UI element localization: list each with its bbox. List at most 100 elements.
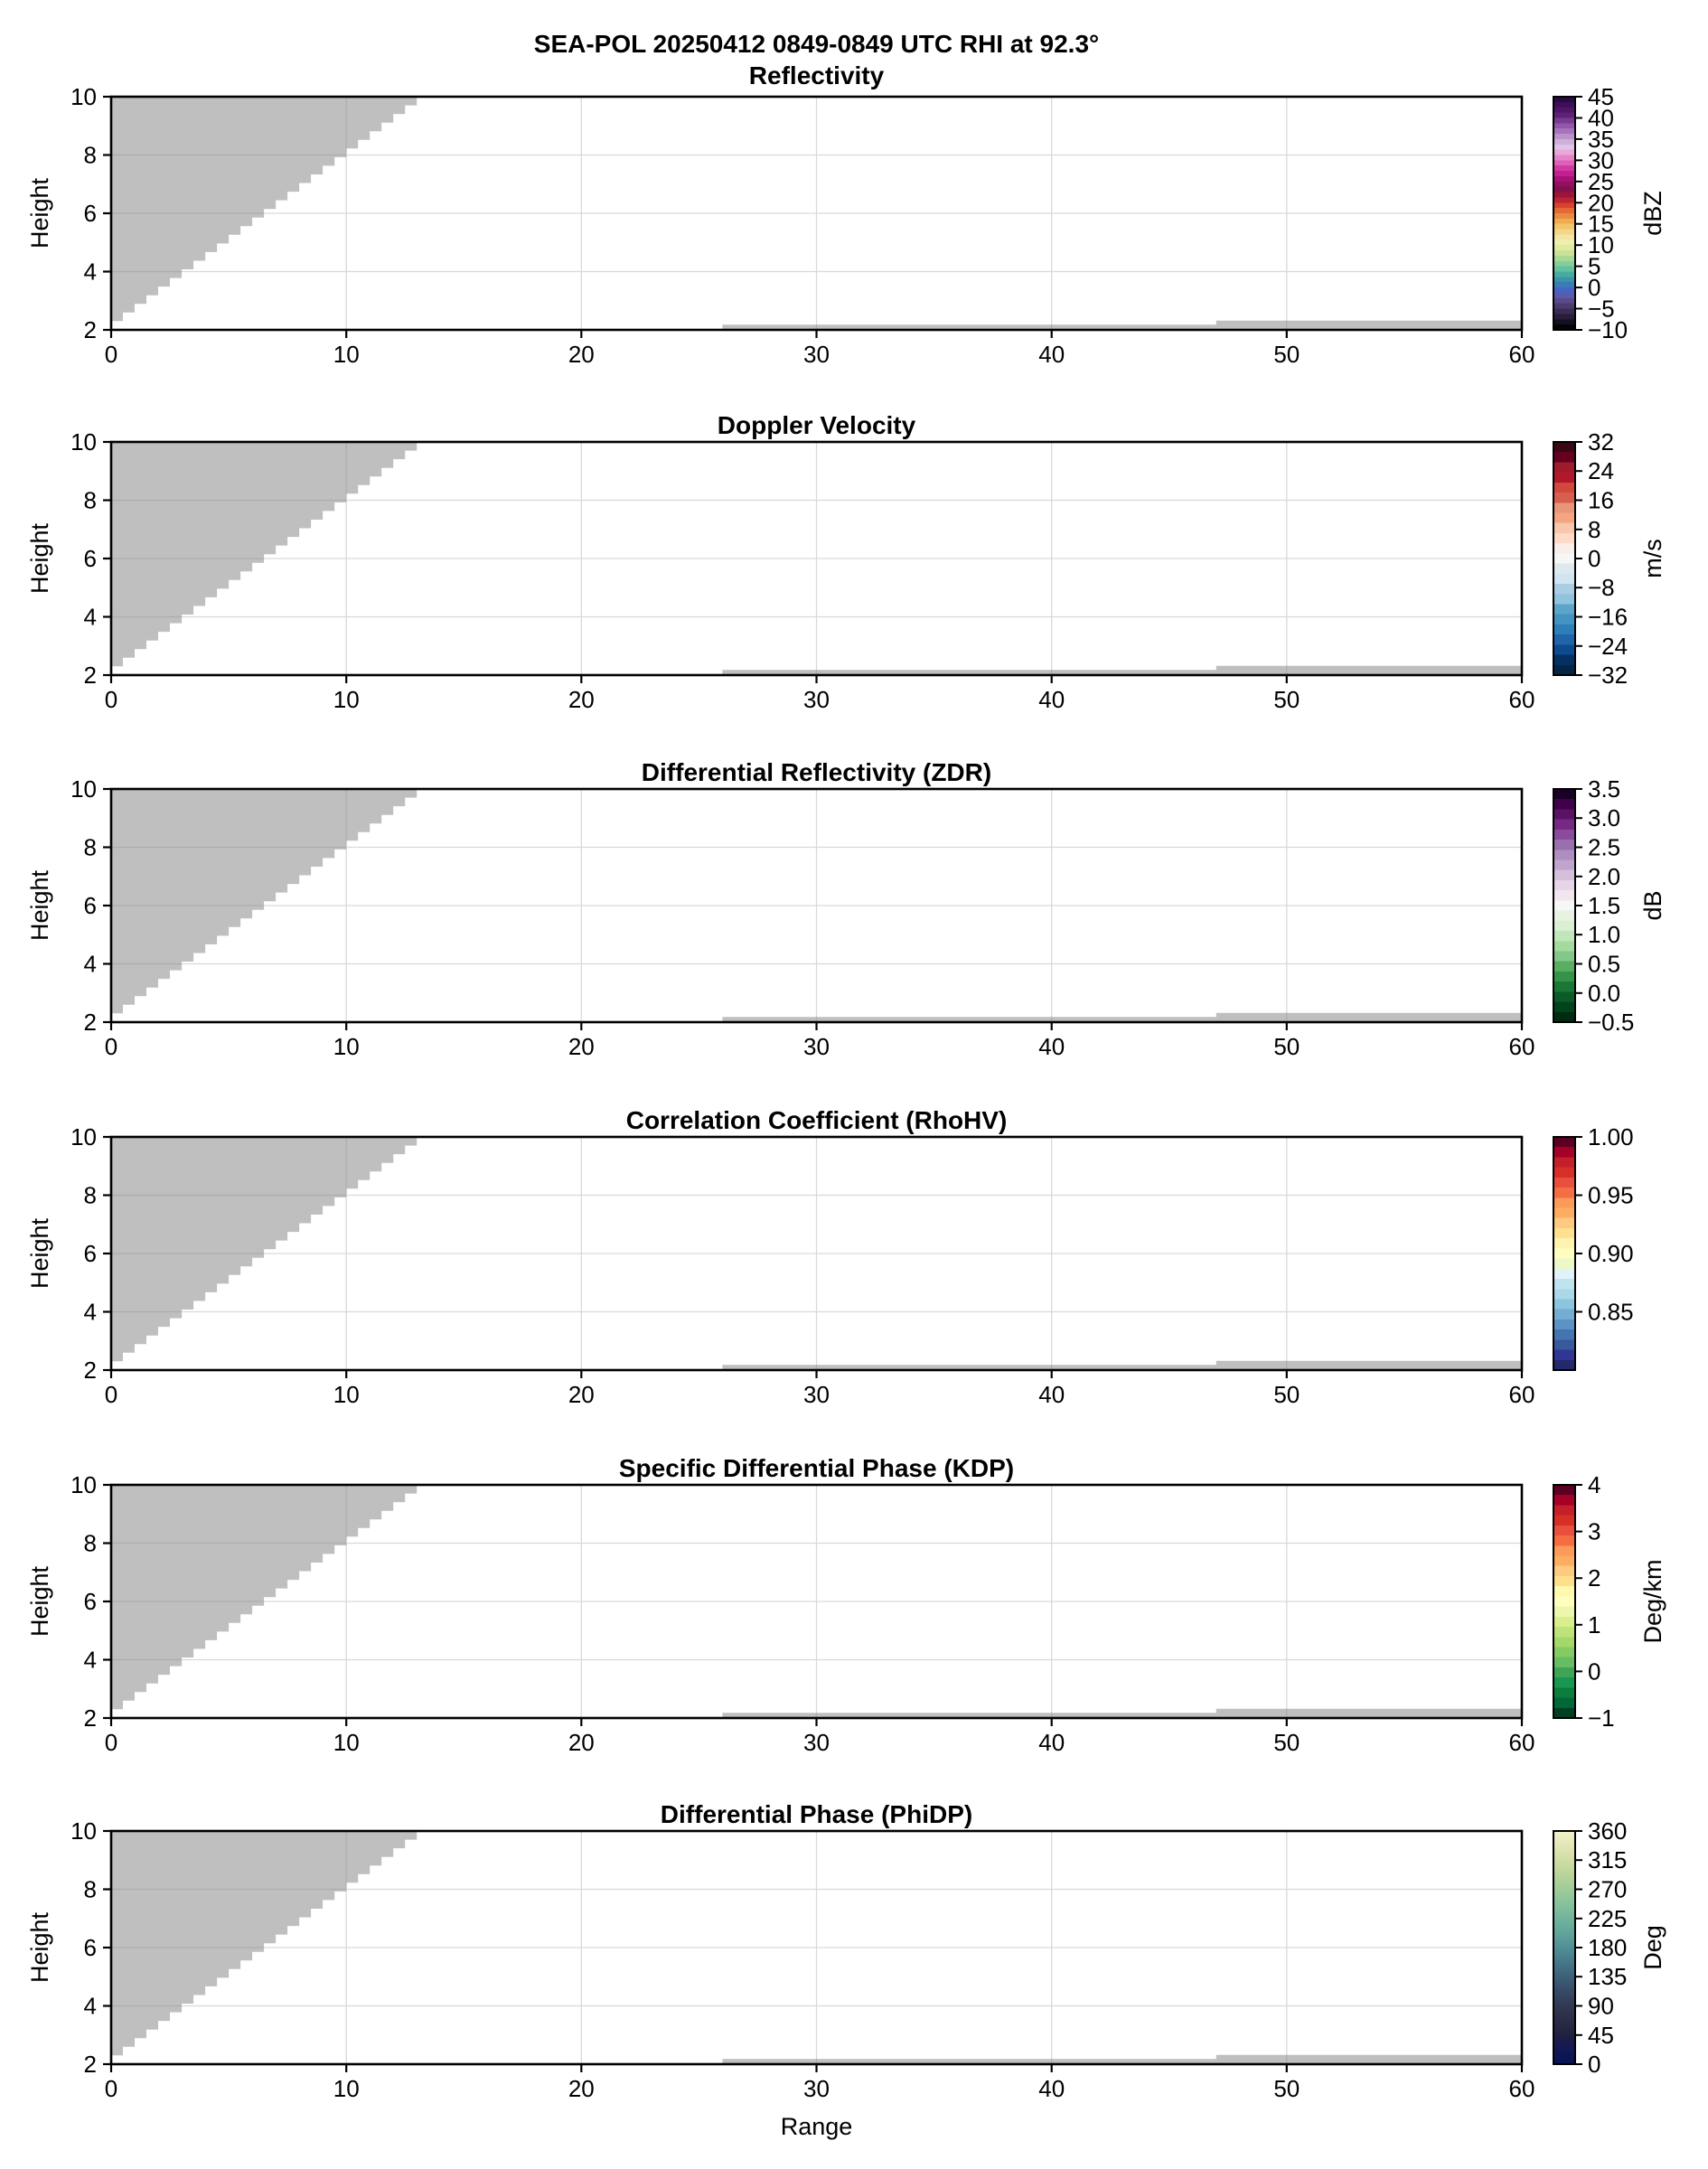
svg-text:30: 30 [803, 2075, 830, 2102]
svg-text:−0.5: −0.5 [1588, 1009, 1634, 1036]
svg-text:0.85: 0.85 [1588, 1299, 1634, 1326]
svg-text:30: 30 [803, 341, 830, 368]
svg-text:0.90: 0.90 [1588, 1240, 1634, 1267]
svg-text:Differential Reflectivity (ZDR: Differential Reflectivity (ZDR) [642, 758, 991, 786]
svg-text:30: 30 [803, 686, 830, 713]
svg-text:0: 0 [105, 1033, 117, 1060]
svg-text:16: 16 [1588, 487, 1614, 514]
svg-text:Height: Height [26, 177, 53, 249]
svg-text:50: 50 [1273, 2075, 1300, 2102]
svg-text:Doppler Velocity: Doppler Velocity [718, 411, 916, 439]
svg-text:0: 0 [105, 686, 117, 713]
svg-text:Height: Height [26, 1565, 53, 1637]
svg-text:6: 6 [84, 545, 97, 572]
svg-text:8: 8 [84, 487, 97, 514]
svg-text:2.0: 2.0 [1588, 863, 1620, 890]
svg-text:10: 10 [333, 686, 360, 713]
svg-text:50: 50 [1273, 1729, 1300, 1756]
svg-text:−32: −32 [1588, 662, 1628, 689]
svg-text:40: 40 [1038, 1381, 1065, 1408]
svg-text:4: 4 [84, 1993, 97, 2020]
svg-text:Correlation Coefficient (RhoHV: Correlation Coefficient (RhoHV) [626, 1106, 1008, 1134]
svg-text:60: 60 [1509, 1729, 1535, 1756]
svg-text:dBZ: dBZ [1639, 191, 1666, 236]
svg-text:60: 60 [1509, 1033, 1535, 1060]
svg-text:0.0: 0.0 [1588, 980, 1620, 1007]
svg-text:45: 45 [1588, 2022, 1614, 2049]
svg-text:3.5: 3.5 [1588, 775, 1620, 803]
svg-text:10: 10 [70, 775, 97, 803]
svg-text:−10: −10 [1588, 316, 1628, 343]
svg-text:0: 0 [105, 1729, 117, 1756]
svg-text:10: 10 [333, 341, 360, 368]
svg-text:0: 0 [105, 2075, 117, 2102]
svg-text:Specific Differential Phase (K: Specific Differential Phase (KDP) [619, 1454, 1014, 1482]
svg-text:10: 10 [70, 83, 97, 110]
svg-text:10: 10 [70, 1123, 97, 1150]
svg-text:60: 60 [1509, 341, 1535, 368]
svg-text:4: 4 [84, 604, 97, 631]
svg-text:20: 20 [568, 1033, 595, 1060]
svg-text:40: 40 [1038, 2075, 1065, 2102]
svg-text:Height: Height [26, 869, 53, 941]
svg-text:50: 50 [1273, 686, 1300, 713]
svg-text:0: 0 [105, 1381, 117, 1408]
svg-text:0.95: 0.95 [1588, 1182, 1634, 1209]
svg-text:10: 10 [333, 1729, 360, 1756]
svg-text:Height: Height [26, 522, 53, 594]
svg-text:2: 2 [84, 1009, 97, 1036]
svg-text:Height: Height [26, 1217, 53, 1289]
svg-text:−24: −24 [1588, 633, 1628, 660]
svg-text:20: 20 [568, 1729, 595, 1756]
svg-text:6: 6 [84, 200, 97, 227]
svg-text:20: 20 [568, 2075, 595, 2102]
svg-text:40: 40 [1038, 341, 1065, 368]
svg-text:dB: dB [1639, 890, 1666, 920]
svg-text:10: 10 [70, 1817, 97, 1845]
svg-text:−8: −8 [1588, 574, 1615, 601]
svg-text:6: 6 [84, 1588, 97, 1615]
svg-text:8: 8 [84, 1876, 97, 1903]
svg-text:Differential Phase (PhiDP): Differential Phase (PhiDP) [661, 1800, 972, 1828]
svg-text:6: 6 [84, 1934, 97, 1961]
svg-text:10: 10 [70, 1471, 97, 1498]
svg-text:0: 0 [1588, 545, 1600, 572]
svg-text:1.5: 1.5 [1588, 892, 1620, 919]
svg-text:4: 4 [1588, 1471, 1600, 1498]
svg-text:8: 8 [84, 142, 97, 169]
svg-text:32: 32 [1588, 428, 1614, 455]
svg-text:20: 20 [568, 686, 595, 713]
svg-text:6: 6 [84, 892, 97, 919]
svg-text:2.5: 2.5 [1588, 834, 1620, 861]
svg-text:20: 20 [568, 341, 595, 368]
svg-text:180: 180 [1588, 1934, 1627, 1961]
svg-text:1: 1 [1588, 1611, 1600, 1638]
svg-text:40: 40 [1038, 1033, 1065, 1060]
svg-text:40: 40 [1038, 686, 1065, 713]
svg-text:2: 2 [84, 316, 97, 343]
svg-text:Deg/km: Deg/km [1639, 1559, 1666, 1643]
svg-text:4: 4 [84, 1647, 97, 1674]
svg-text:30: 30 [803, 1729, 830, 1756]
svg-text:6: 6 [84, 1240, 97, 1267]
svg-text:315: 315 [1588, 1846, 1627, 1873]
svg-text:50: 50 [1273, 1033, 1300, 1060]
svg-text:8: 8 [84, 1182, 97, 1209]
svg-text:8: 8 [84, 834, 97, 861]
svg-text:4: 4 [84, 951, 97, 978]
svg-text:Deg: Deg [1639, 1925, 1666, 1970]
svg-text:0.5: 0.5 [1588, 951, 1620, 978]
svg-text:4: 4 [84, 1299, 97, 1326]
svg-text:135: 135 [1588, 1963, 1627, 1990]
svg-text:Height: Height [26, 1911, 53, 1983]
svg-text:Range: Range [781, 2113, 853, 2140]
svg-text:225: 225 [1588, 1905, 1627, 1932]
svg-text:1.00: 1.00 [1588, 1123, 1634, 1150]
svg-text:2: 2 [1588, 1564, 1600, 1592]
svg-text:60: 60 [1509, 686, 1535, 713]
svg-text:0: 0 [1588, 1657, 1600, 1685]
svg-text:3.0: 3.0 [1588, 804, 1620, 831]
svg-text:2: 2 [84, 1704, 97, 1732]
svg-text:SEA-POL 20250412 0849-0849 UTC: SEA-POL 20250412 0849-0849 UTC RHI at 92… [534, 30, 1099, 58]
svg-text:1.0: 1.0 [1588, 921, 1620, 948]
